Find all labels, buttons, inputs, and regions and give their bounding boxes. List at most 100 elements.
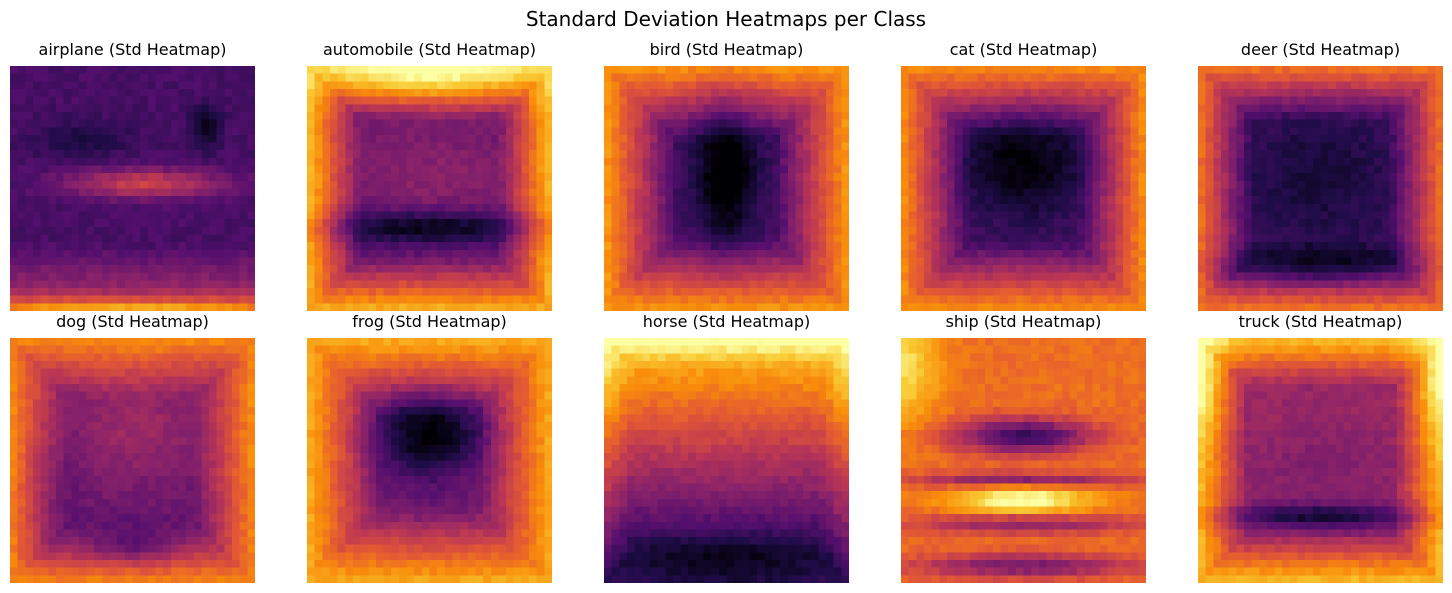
heatmap-cell (826, 173, 834, 181)
heatmap-cell (734, 127, 742, 136)
heatmap-cell (71, 157, 80, 166)
heatmap-cell (1015, 81, 1024, 90)
heatmap-cell (931, 142, 940, 151)
heatmap-cell (1038, 173, 1047, 181)
heatmap-cell (247, 104, 255, 113)
heatmap-cell (109, 104, 118, 113)
heatmap-cell (764, 203, 773, 212)
heatmap-cell (1000, 272, 1009, 281)
heatmap-cell (17, 96, 26, 105)
heatmap-cell (1038, 127, 1047, 136)
heatmap-cell (71, 180, 80, 189)
heatmap-cell (124, 96, 133, 105)
heatmap-cell (772, 111, 781, 120)
heatmap-cell (529, 111, 537, 120)
heatmap-cell (155, 226, 164, 235)
heatmap-cell (521, 157, 530, 166)
heatmap-cell (1205, 249, 1214, 258)
heatmap-cell (1266, 203, 1275, 212)
heatmap-cell (124, 234, 133, 243)
heatmap-cell (452, 157, 461, 166)
heatmap-cell (490, 104, 499, 113)
heatmap-cell (1335, 242, 1344, 250)
heatmap-cell (1266, 234, 1275, 243)
heatmap-cell (483, 265, 491, 273)
heatmap-cell (86, 265, 95, 273)
heatmap-cell (977, 88, 986, 97)
heatmap-cell (529, 188, 537, 197)
heatmap-cell (908, 288, 917, 296)
heatmap-cell (772, 73, 781, 82)
heatmap-cell (1205, 265, 1214, 273)
heatmap-cell (414, 66, 422, 74)
heatmap-cell (1123, 88, 1131, 97)
heatmap-cell (201, 127, 210, 136)
heatmap-cell (10, 234, 18, 243)
heatmap-cell (818, 234, 827, 243)
heatmap-cell (962, 226, 971, 235)
heatmap-cell (368, 226, 377, 235)
heatmap-cell (10, 157, 18, 166)
heatmap-cell (329, 173, 338, 181)
heatmap-cell (86, 66, 95, 74)
heatmap-cell (634, 203, 643, 212)
heatmap-cell (1420, 150, 1428, 159)
heatmap-cell (329, 234, 338, 243)
heatmap-cell (170, 66, 179, 74)
heatmap-cell (619, 104, 628, 113)
heatmap-cell (992, 234, 1001, 243)
heatmap-cell (1046, 119, 1055, 128)
heatmap-cell (1366, 234, 1375, 243)
heatmap-cell (529, 157, 537, 166)
heatmap-cell (337, 165, 346, 174)
heatmap-cell (86, 81, 95, 90)
heatmap-cell (833, 265, 842, 273)
heatmap-cell (931, 127, 940, 136)
heatmap-cell (680, 104, 689, 113)
heatmap-cell (232, 272, 240, 281)
heatmap-cell (460, 272, 468, 281)
heatmap-cell (414, 165, 422, 174)
heatmap-cell (611, 249, 620, 258)
heatmap-cell (1115, 234, 1124, 243)
heatmap-cell (1015, 280, 1024, 289)
heatmap-cell (86, 196, 95, 204)
heatmap-cell (147, 134, 156, 143)
heatmap-cell (764, 96, 773, 105)
heatmap-cell (94, 219, 103, 227)
heatmap-cell (1069, 96, 1078, 105)
heatmap-cell (711, 165, 719, 174)
heatmap-cell (1038, 242, 1047, 250)
heatmap-cell (649, 157, 658, 166)
heatmap-cell (1274, 104, 1283, 113)
heatmap-cell (536, 188, 545, 197)
heatmap-cell (360, 234, 369, 243)
heatmap-cell (506, 142, 514, 151)
heatmap-cell (611, 66, 620, 74)
heatmap-cell (17, 180, 26, 189)
heatmap-cell (1289, 272, 1298, 281)
heatmap-cell (101, 295, 110, 304)
heatmap-cell (962, 127, 971, 136)
heatmap-cell (48, 234, 57, 243)
heatmap-cell (460, 134, 468, 143)
heatmap-cell (810, 81, 819, 90)
heatmap-cell (444, 211, 453, 220)
heatmap-cell (467, 104, 476, 113)
heatmap-cell (931, 203, 940, 212)
heatmap-cell (901, 203, 909, 212)
heatmap-cell (1335, 142, 1344, 151)
heatmap-cell (1312, 257, 1321, 266)
heatmap-cell (841, 173, 849, 181)
heatmap-cell (992, 111, 1001, 120)
heatmap-cell (224, 272, 233, 281)
heatmap-cell (1305, 272, 1313, 281)
heatmap-cell (1008, 249, 1016, 258)
heatmap-cell (452, 73, 461, 82)
heatmap-cell (201, 219, 210, 227)
heatmap-cell (1266, 180, 1275, 189)
heatmap-cell (703, 88, 712, 97)
heatmap-cell (1205, 119, 1214, 128)
heatmap-cell (32, 265, 41, 273)
heatmap-cell (680, 111, 689, 120)
